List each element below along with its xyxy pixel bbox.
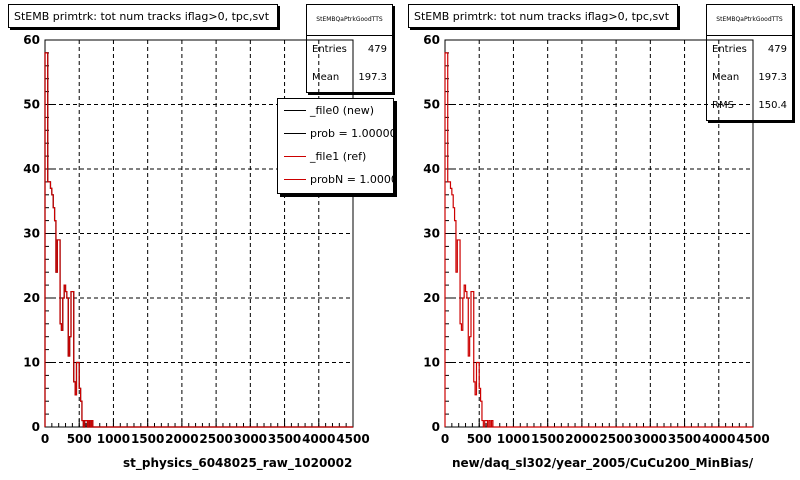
right-stats-entries-label: Entries bbox=[712, 44, 747, 55]
right-stats-box: StEMBQaPtrkGoodTTS Entries 479 Mean 197.… bbox=[706, 4, 793, 121]
x-tick-label: 4000 bbox=[702, 432, 735, 446]
x-tick-label: 3000 bbox=[234, 432, 267, 446]
x-tick-label: 0 bbox=[441, 432, 449, 446]
legend-line-ref bbox=[284, 156, 306, 157]
y-tick-label: 10 bbox=[23, 356, 40, 370]
left-x-axis-label: st_physics_6048025_raw_1020002 bbox=[123, 456, 353, 470]
left-stats-entries-label: Entries bbox=[312, 44, 347, 55]
right-plot-title: StEMB primtrk: tot num tracks iflag>0, t… bbox=[408, 4, 678, 28]
left-stats-mean-value: 197.3 bbox=[358, 72, 387, 83]
y-tick-label: 30 bbox=[23, 227, 40, 241]
legend-line-prob bbox=[284, 133, 306, 134]
y-tick-label: 20 bbox=[23, 291, 40, 305]
right-stats-mean-value: 197.3 bbox=[758, 72, 787, 83]
x-tick-label: 2500 bbox=[599, 432, 632, 446]
y-tick-label: 30 bbox=[423, 227, 440, 241]
x-tick-label: 2000 bbox=[165, 432, 198, 446]
legend-line-probn bbox=[284, 179, 306, 180]
legend-label-prob: prob = 1.000000 bbox=[310, 127, 393, 140]
legend-entry-new: _file0 (new) bbox=[278, 99, 393, 122]
x-tick-label: 1500 bbox=[531, 432, 564, 446]
x-tick-label: 4500 bbox=[736, 432, 769, 446]
left-legend: _file0 (new) prob = 1.000000 _file1 (ref… bbox=[277, 98, 394, 194]
x-tick-label: 500 bbox=[67, 432, 92, 446]
y-tick-label: 10 bbox=[423, 356, 440, 370]
y-tick-label: 50 bbox=[23, 98, 40, 112]
left-plot-panel: StEMB primtrk: tot num tracks iflag>0, t… bbox=[8, 4, 394, 470]
right-stats-row-mean: Mean 197.3 bbox=[707, 64, 792, 92]
left-stats-entries-value: 479 bbox=[367, 44, 387, 55]
x-tick-label: 2000 bbox=[565, 432, 598, 446]
right-x-axis-label: new/daq_sl302/year_2005/CuCu200_MinBias/ bbox=[452, 456, 754, 470]
y-tick-label: 50 bbox=[423, 98, 440, 112]
x-tick-label: 500 bbox=[467, 432, 492, 446]
y-tick-label: 60 bbox=[423, 33, 440, 47]
right-stats-rms-label: RMS bbox=[712, 100, 734, 111]
x-tick-label: 1000 bbox=[497, 432, 530, 446]
legend-entry-prob: prob = 1.000000 bbox=[278, 122, 393, 145]
x-tick-label: 3000 bbox=[634, 432, 667, 446]
y-tick-label: 20 bbox=[423, 291, 440, 305]
y-tick-label: 40 bbox=[423, 162, 440, 176]
y-tick-label: 0 bbox=[432, 420, 440, 434]
right-stats-row-rms: RMS 150.4 bbox=[707, 92, 792, 120]
right-stats-mean-label: Mean bbox=[712, 72, 740, 83]
x-tick-label: 3500 bbox=[268, 432, 301, 446]
y-tick-label: 0 bbox=[32, 420, 40, 434]
x-tick-label: 2500 bbox=[199, 432, 232, 446]
legend-label-ref: _file1 (ref) bbox=[310, 150, 367, 163]
right-stats-row-entries: Entries 479 bbox=[707, 36, 792, 64]
histogram-series-1 bbox=[444, 52, 753, 428]
legend-entry-ref: _file1 (ref) bbox=[278, 145, 393, 168]
left-plot-title: StEMB primtrk: tot num tracks iflag>0, t… bbox=[8, 4, 278, 28]
x-tick-label: 4000 bbox=[302, 432, 335, 446]
legend-entry-probn: probN = 1.000000 bbox=[278, 168, 393, 191]
legend-line-new bbox=[284, 110, 306, 111]
left-histogram-svg: 0 500 1000 1500 2000 2500 3000 3500 4000 4500 0 10 2… bbox=[23, 33, 369, 446]
y-tick-label: 60 bbox=[23, 33, 40, 47]
right-histogram-svg: 0 500 1000 1500 2000 2500 3000 3500 4000 4500 0 10 2… bbox=[423, 33, 769, 446]
right-plot-panel: StEMB primtrk: tot num tracks iflag>0, t… bbox=[400, 0, 800, 480]
left-stats-name: StEMBQaPtrkGoodTTS bbox=[307, 5, 392, 36]
histogram-series-2 bbox=[44, 52, 353, 428]
x-tick-label: 0 bbox=[41, 432, 49, 446]
x-tick-label: 4500 bbox=[336, 432, 369, 446]
right-stats-rms-value: 150.4 bbox=[758, 100, 787, 111]
left-stats-row-mean: Mean 197.3 bbox=[307, 64, 392, 92]
right-stats-name: StEMBQaPtrkGoodTTS bbox=[707, 5, 792, 36]
left-stats-box: StEMBQaPtrkGoodTTS Entries 479 Mean 197.… bbox=[306, 4, 393, 93]
x-tick-label: 1000 bbox=[97, 432, 130, 446]
left-stats-mean-label: Mean bbox=[312, 72, 340, 83]
y-tick-label: 40 bbox=[23, 162, 40, 176]
legend-label-new: _file0 (new) bbox=[310, 104, 375, 117]
legend-label-probn: probN = 1.000000 bbox=[310, 173, 393, 186]
x-tick-label: 3500 bbox=[668, 432, 701, 446]
right-stats-entries-value: 479 bbox=[767, 44, 787, 55]
left-stats-row-entries: Entries 479 bbox=[307, 36, 392, 64]
x-tick-label: 1500 bbox=[131, 432, 164, 446]
